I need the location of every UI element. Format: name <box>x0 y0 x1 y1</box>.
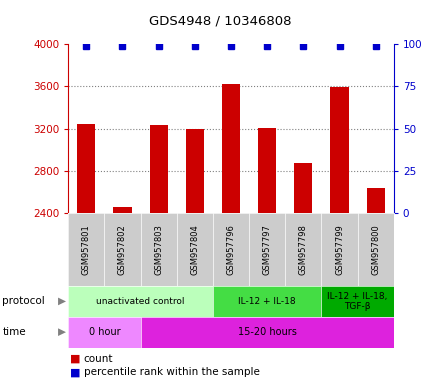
Text: GSM957801: GSM957801 <box>82 224 91 275</box>
Polygon shape <box>58 298 66 305</box>
Text: protocol: protocol <box>2 296 45 306</box>
Text: GSM957799: GSM957799 <box>335 224 344 275</box>
Text: count: count <box>84 354 113 364</box>
Bar <box>186 129 204 213</box>
Bar <box>77 124 95 213</box>
Bar <box>294 164 312 213</box>
Text: GSM957796: GSM957796 <box>227 224 235 275</box>
Text: ■: ■ <box>70 354 81 364</box>
Polygon shape <box>58 328 66 336</box>
Bar <box>222 84 240 213</box>
Bar <box>150 126 168 213</box>
Text: time: time <box>2 327 26 337</box>
Text: ■: ■ <box>70 367 81 377</box>
Text: GSM957797: GSM957797 <box>263 224 271 275</box>
Text: IL-12 + IL-18,
TGF-β: IL-12 + IL-18, TGF-β <box>327 292 388 311</box>
Bar <box>258 127 276 213</box>
Text: IL-12 + IL-18: IL-12 + IL-18 <box>238 297 296 306</box>
Bar <box>330 88 348 213</box>
Text: unactivated control: unactivated control <box>96 297 185 306</box>
Bar <box>367 188 385 213</box>
Text: GSM957802: GSM957802 <box>118 224 127 275</box>
Text: GSM957803: GSM957803 <box>154 224 163 275</box>
Text: 0 hour: 0 hour <box>88 327 120 337</box>
Text: GSM957798: GSM957798 <box>299 224 308 275</box>
Text: GDS4948 / 10346808: GDS4948 / 10346808 <box>149 15 291 28</box>
Bar <box>114 207 132 213</box>
Text: percentile rank within the sample: percentile rank within the sample <box>84 367 260 377</box>
Text: GSM957804: GSM957804 <box>191 224 199 275</box>
Text: GSM957800: GSM957800 <box>371 224 380 275</box>
Text: 15-20 hours: 15-20 hours <box>238 327 297 337</box>
